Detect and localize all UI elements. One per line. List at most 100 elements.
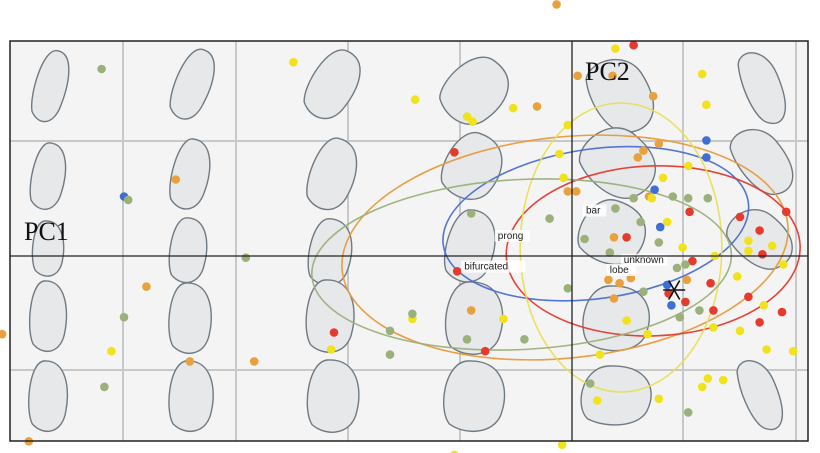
data-point	[573, 71, 582, 81]
outline-shape	[303, 49, 361, 120]
outline-shape	[28, 360, 69, 433]
data-point	[683, 161, 693, 171]
annotation-text: lobe	[610, 265, 629, 276]
data-point	[410, 95, 420, 104]
plot-background	[10, 41, 808, 441]
data-point	[559, 173, 568, 183]
data-point	[732, 272, 742, 281]
outline-shape	[737, 52, 786, 125]
data-point	[703, 193, 713, 203]
data-point	[452, 267, 462, 276]
data-point	[615, 278, 624, 288]
data-point	[142, 282, 151, 291]
outline-shape	[443, 360, 506, 432]
outline-shape	[169, 48, 215, 120]
data-point	[788, 346, 798, 356]
data-point	[592, 396, 602, 405]
data-point	[609, 294, 619, 303]
data-point	[703, 374, 713, 383]
data-point	[685, 207, 694, 217]
data-point	[668, 192, 678, 201]
data-point	[450, 450, 459, 453]
data-point	[326, 345, 336, 354]
data-point	[672, 263, 682, 273]
data-point	[643, 329, 652, 339]
data-point	[107, 346, 116, 356]
data-point	[667, 301, 676, 310]
data-point	[647, 193, 657, 203]
annotation-lobe: lobe	[606, 264, 636, 276]
data-point	[695, 306, 704, 315]
annotation-text: unknown	[624, 255, 664, 266]
outline-shape	[306, 359, 360, 433]
data-point	[636, 217, 645, 227]
data-point	[654, 139, 664, 149]
data-point	[0, 329, 7, 339]
outline-shape	[168, 360, 214, 433]
plot-frame	[9, 40, 809, 442]
data-point	[462, 112, 472, 121]
outline-shape	[168, 217, 208, 284]
data-point	[622, 233, 631, 242]
data-point	[683, 408, 693, 417]
data-point	[639, 287, 648, 297]
data-point	[781, 207, 791, 217]
data-point	[171, 175, 181, 184]
annotation-text: prong	[498, 231, 524, 242]
data-point	[744, 236, 753, 245]
data-point	[688, 256, 697, 266]
data-point	[655, 222, 665, 232]
confidence-ellipse-2	[341, 134, 789, 361]
data-point	[563, 187, 573, 196]
outline-shape	[736, 360, 784, 431]
data-point	[563, 120, 573, 130]
data-point	[777, 307, 787, 317]
outline-shape	[305, 279, 355, 353]
data-point	[735, 326, 745, 336]
data-point	[709, 323, 718, 332]
data-point	[468, 117, 477, 126]
data-point	[499, 314, 508, 324]
data-point	[545, 214, 554, 223]
data-point	[744, 292, 753, 302]
data-point	[629, 193, 638, 203]
data-point	[702, 100, 711, 109]
annotation-prong: prong	[494, 230, 530, 242]
outline-shape	[585, 58, 654, 133]
data-point	[595, 350, 605, 359]
data-point	[702, 153, 711, 162]
data-point	[604, 275, 613, 285]
data-point	[520, 335, 529, 344]
data-point	[611, 204, 620, 213]
outline-shape	[444, 281, 504, 355]
data-point	[654, 394, 664, 404]
data-point	[329, 328, 339, 337]
data-point	[697, 69, 707, 79]
data-point	[408, 309, 417, 319]
annotation-bar: bar	[583, 204, 607, 217]
data-point	[100, 382, 109, 392]
data-point	[123, 195, 133, 205]
data-point	[622, 316, 631, 325]
data-point	[585, 379, 595, 388]
outline-shape	[729, 128, 794, 195]
data-point	[508, 103, 518, 113]
data-point	[744, 246, 753, 256]
data-point	[762, 345, 771, 354]
data-point	[755, 318, 764, 327]
data-point	[241, 253, 251, 262]
y-axis-label: PC2	[585, 57, 630, 86]
data-point	[654, 238, 664, 247]
data-point	[552, 0, 561, 9]
data-point	[609, 233, 619, 242]
data-point	[580, 234, 589, 244]
confidence-ellipse-4	[519, 102, 723, 393]
data-point	[450, 148, 459, 157]
data-point	[759, 301, 769, 310]
annotation-text: bar	[586, 206, 601, 217]
data-point	[758, 250, 767, 259]
data-point	[678, 243, 687, 252]
data-point	[658, 173, 668, 183]
